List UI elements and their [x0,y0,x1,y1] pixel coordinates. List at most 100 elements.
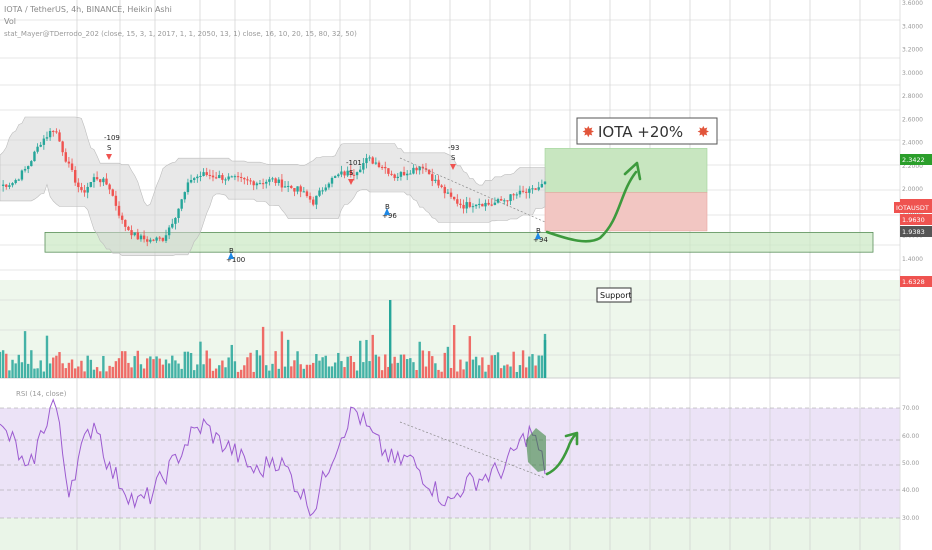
volume-bar [434,363,437,378]
volume-bar [456,371,459,378]
candle-body [346,170,349,176]
candle-body [114,195,118,206]
candle-body [327,183,331,188]
candle-body [136,232,140,240]
volume-bar [377,356,381,378]
signal-value: -109 [104,134,120,142]
candle-body [36,146,39,152]
headline-text: IOTA +20% [598,123,683,141]
volume-bar [180,368,183,378]
candle-body [73,169,77,183]
support-zone [44,231,874,253]
volume-bar [205,350,208,378]
volume-bar [196,364,199,378]
volume-bar [36,368,39,378]
candle-body [64,152,67,162]
candle-body [164,235,168,241]
volume-bar [387,366,390,378]
candle-body [252,181,255,186]
price-tick: 3.4000 [902,23,923,30]
rsi-tick: 70.00 [902,405,919,412]
volume-bar [136,350,140,378]
volume-bar [152,359,155,378]
candle-body [277,179,280,184]
volume-bar [117,358,121,378]
volume-bar [14,363,17,378]
candle-body [146,239,149,242]
volume-bar [528,356,531,378]
volume-bar [127,362,130,378]
rsi-path [0,398,546,517]
candle-body [412,167,415,174]
candle-body [186,182,190,193]
volume-bar [124,351,127,378]
candle-body [525,191,528,193]
price-tick: 2.8000 [902,93,923,100]
candle-body [459,203,462,205]
volume-bar [487,364,490,378]
volume-bar [315,354,318,378]
candle-body [239,176,243,178]
candle-body [130,230,133,236]
volume-bar [390,363,393,378]
signal-value: +94 [533,236,548,244]
volume-bar [459,359,462,378]
volume-bar [252,371,255,378]
volume-bar [308,364,312,378]
candle-body [521,190,525,192]
candle-body [290,185,293,189]
volume-bar [133,356,136,378]
candle-body [390,173,393,175]
volume-bar [52,357,55,378]
candle-body [11,183,14,186]
candle-body [427,169,431,175]
candle-body [349,170,353,175]
volume-bar [73,368,77,378]
volume-bar [102,355,105,378]
candle-body [218,175,221,179]
signal-side: S [107,144,112,152]
candles [1,128,547,247]
candle-body [362,163,365,170]
volume-bar [86,355,89,378]
volume-bar [1,350,5,378]
candle-body [393,174,396,179]
volume-bar [427,351,431,378]
rsi-tick: 50.00 [902,460,919,467]
volume-bar [268,370,271,378]
candle-body [108,184,111,190]
volume-bar [296,351,299,378]
volume-bar [199,341,202,378]
price-tick: 1.4000 [902,256,923,263]
candle-body [99,179,102,183]
volume-bar [437,369,440,378]
volume-bar [77,366,80,378]
candle-body [20,170,24,180]
candle-body [431,174,434,181]
volume-bar [17,354,20,378]
candle-body [471,206,475,208]
projection-arrow [545,170,638,243]
candle-body [243,177,246,180]
price-badge [900,226,932,237]
volume-bar [402,354,406,378]
volume-bar [305,364,309,378]
candle-body [368,157,371,159]
volume-bar [462,369,465,378]
symbol-title: IOTA / TetherUS, 4h, BINANCE, Heikin Ash… [4,5,172,14]
volume-bar [130,367,133,378]
volume-bar [509,366,512,378]
volume-bar [20,362,24,378]
candle-body [537,187,540,190]
candle-body [189,179,193,183]
candle-body [52,130,55,132]
volume-bar [155,356,158,378]
volume-bar [33,368,36,378]
candle-body [305,191,309,197]
candle-body [418,166,421,171]
volume-bar [415,370,418,378]
volume-bar [368,361,371,378]
candle-body [249,180,252,182]
rsi-trendline [399,421,546,479]
